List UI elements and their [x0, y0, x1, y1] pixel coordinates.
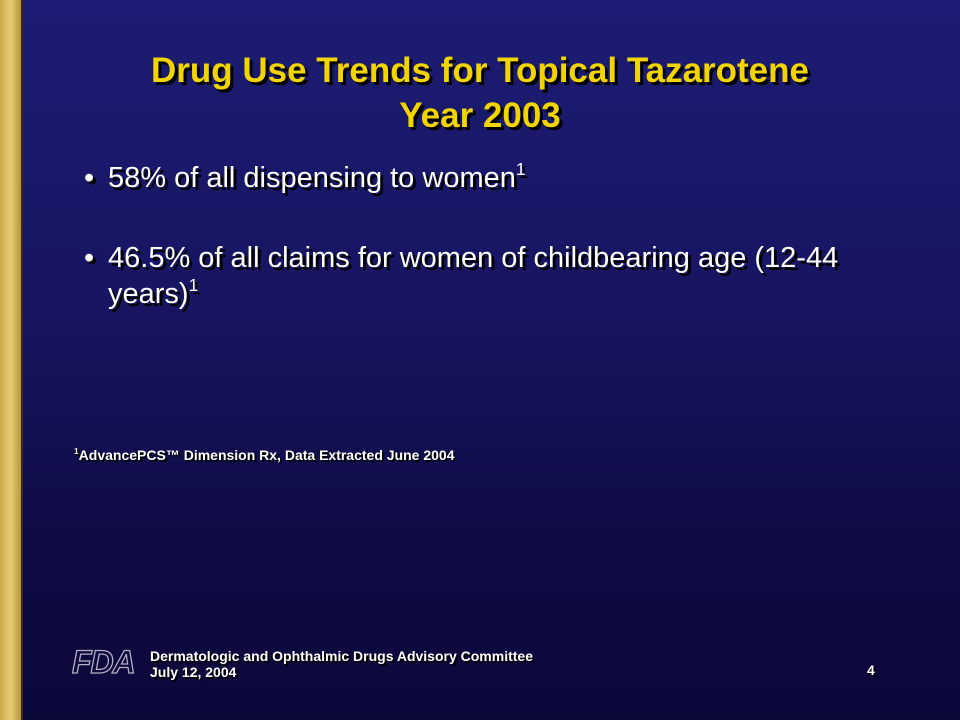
superscript: 1	[515, 158, 526, 179]
bullet: 58% of all dispensing to women1	[84, 160, 884, 196]
footer-line: Dermatologic and Ophthalmic Drugs Adviso…	[150, 648, 533, 664]
footer: Dermatologic and Ophthalmic Drugs Adviso…	[150, 648, 533, 680]
bullet-text: 58% of all dispensing to women	[108, 162, 516, 194]
title-line: Drug Use Trends for Topical Tazarotene	[151, 51, 809, 90]
title-line: Year 2003	[399, 96, 561, 135]
footnote: 1AdvancePCS™ Dimension Rx, Data Extracte…	[74, 447, 454, 463]
superscript: 1	[188, 274, 199, 295]
footer-line: July 12, 2004	[150, 664, 237, 680]
superscript: 1	[74, 446, 79, 457]
title: Drug Use Trends for Topical Tazarotene Y…	[30, 48, 930, 138]
gold-bar	[0, 0, 23, 720]
page-number: 4	[867, 662, 875, 678]
footnote-text: AdvancePCS™ Dimension Rx, Data Extracted…	[78, 447, 455, 463]
bullet-text: 46.5% of all claims for women of childbe…	[108, 242, 839, 310]
bullet-list: 58% of all dispensing to women1 46.5% of…	[84, 160, 884, 356]
fda-logo: FDA	[71, 645, 136, 679]
bullet: 46.5% of all claims for women of childbe…	[84, 240, 884, 312]
logo-text: FDA	[72, 645, 135, 679]
